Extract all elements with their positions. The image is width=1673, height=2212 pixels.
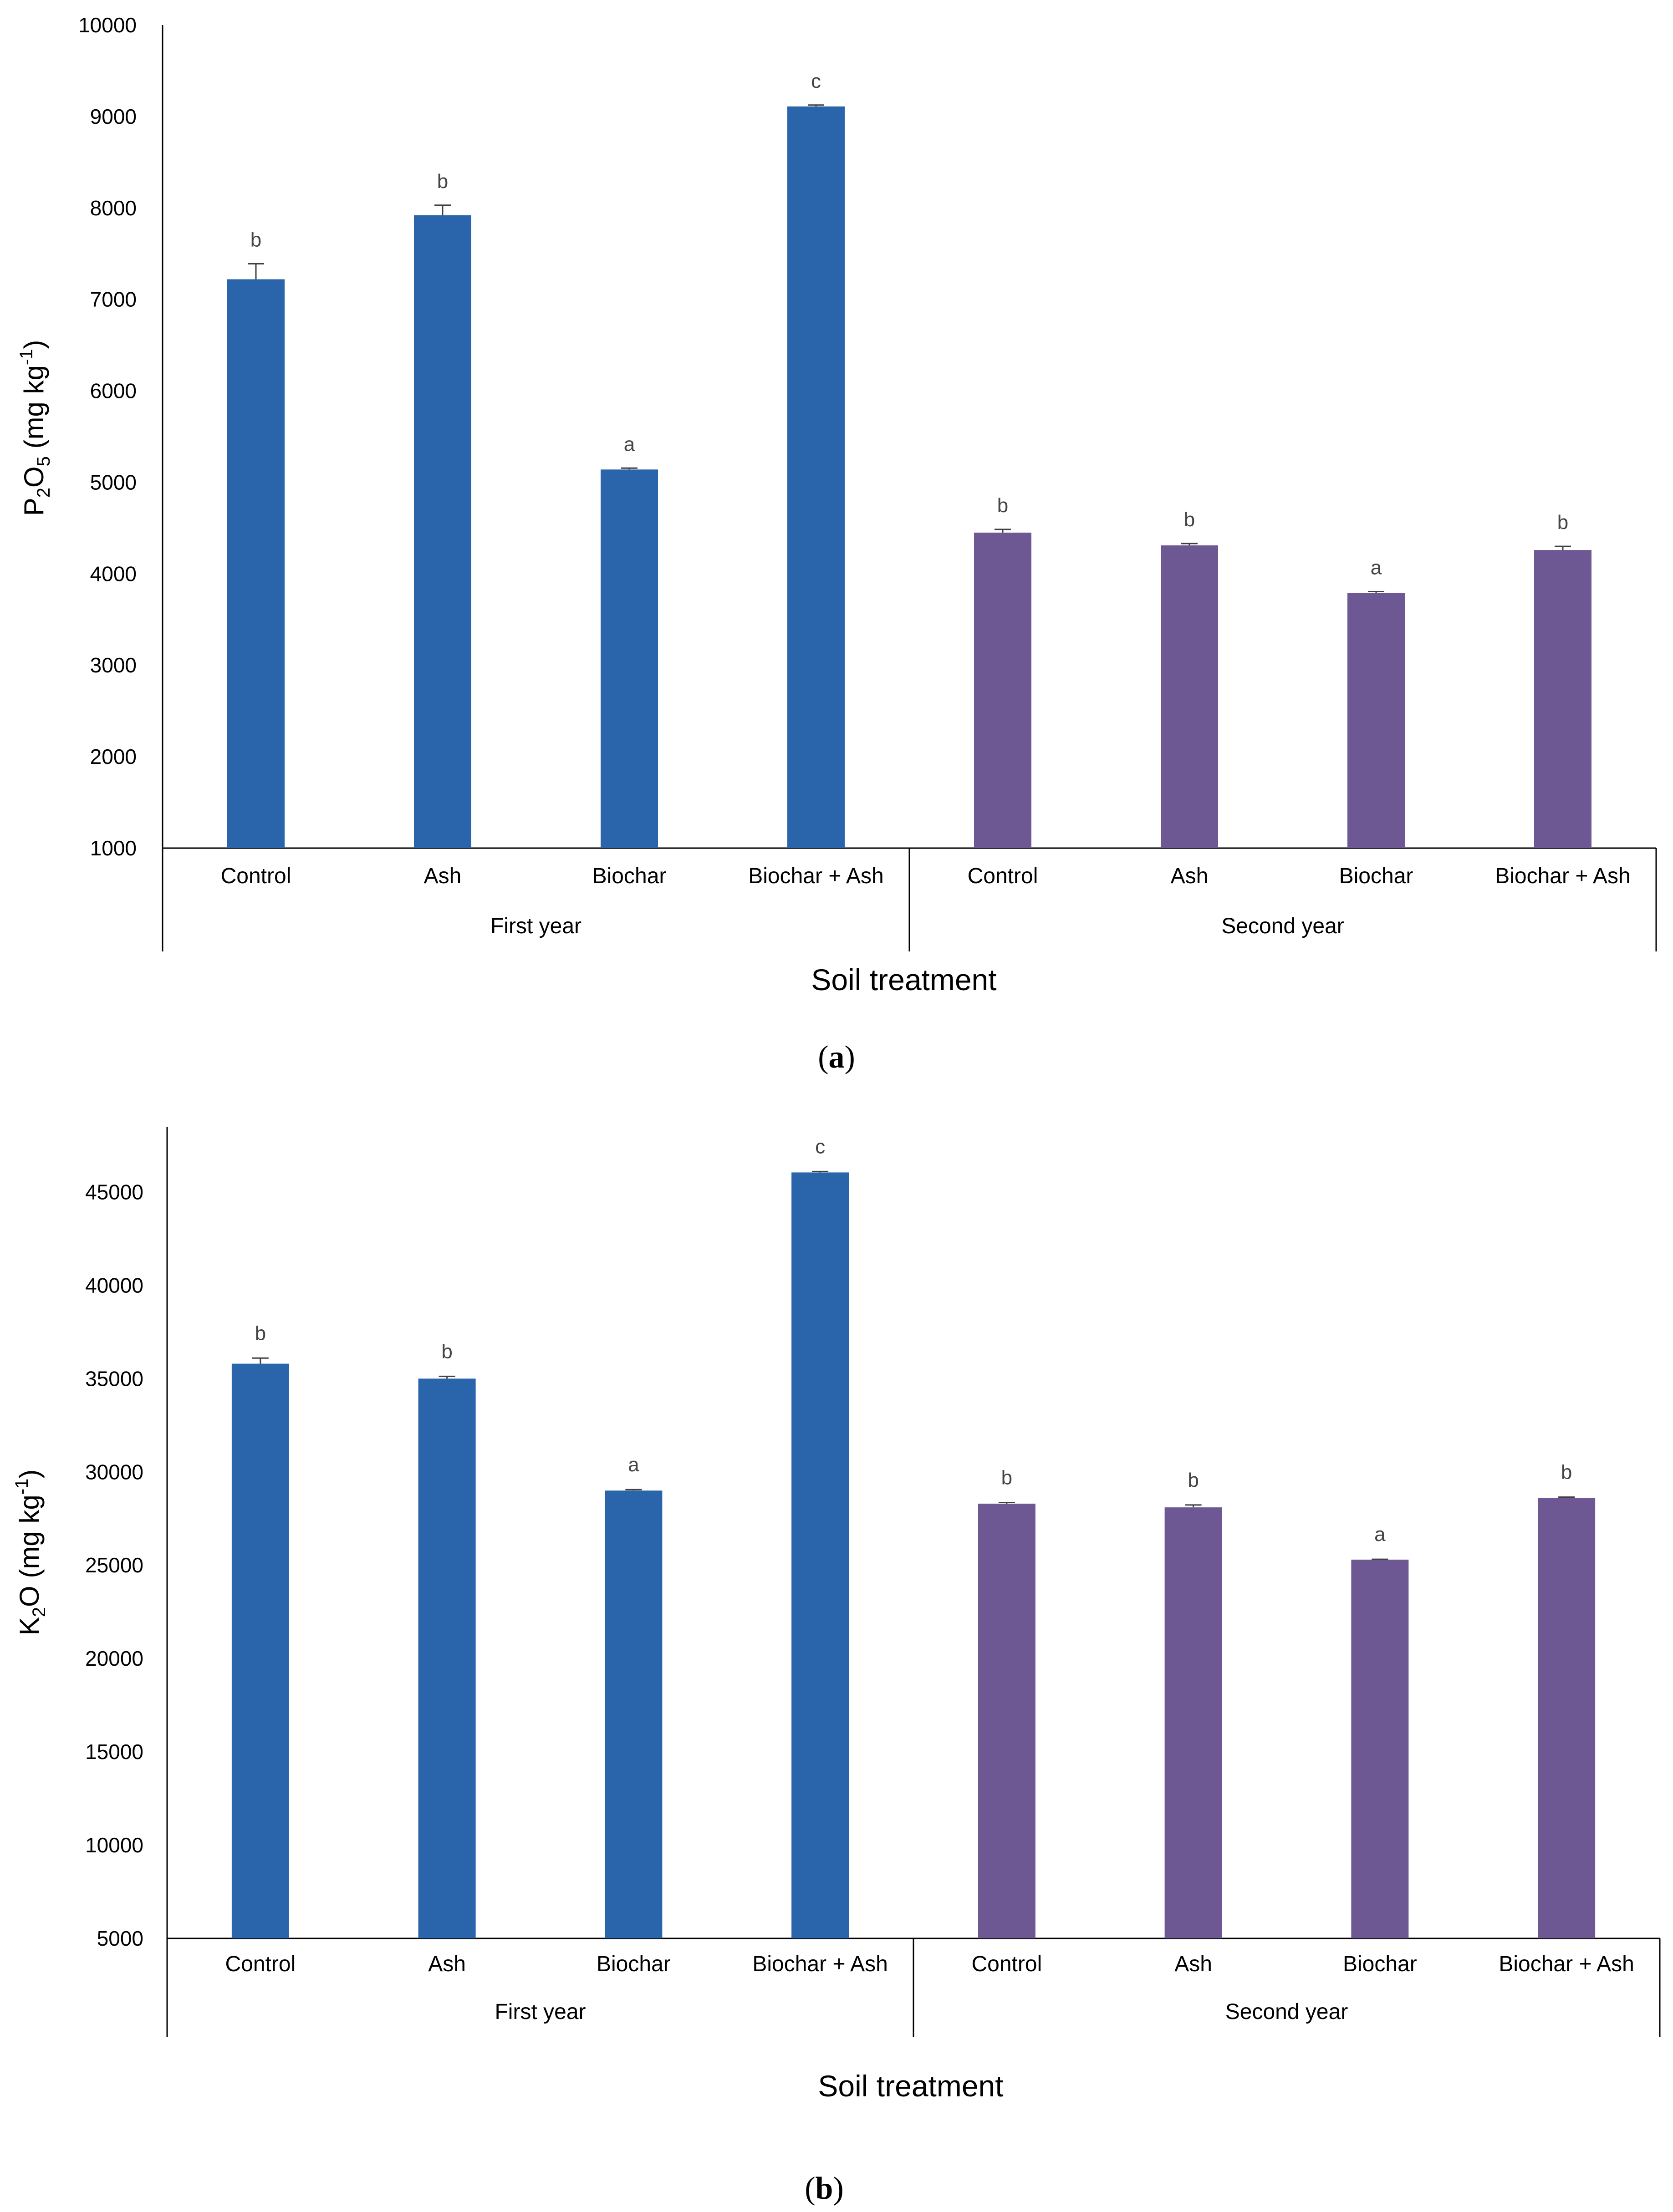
bar (227, 279, 285, 848)
bar (978, 1503, 1035, 1938)
bar (791, 1172, 849, 1938)
bar (418, 1378, 476, 1938)
significance-letter: b (1001, 1467, 1012, 1489)
y-tick-label: 1000 (90, 836, 137, 860)
significance-letter: b (1188, 1469, 1199, 1491)
significance-letter: b (1561, 1461, 1572, 1484)
significance-letter: b (1557, 511, 1568, 534)
x-group-label: First year (495, 2000, 586, 2024)
x-category-label: Control (972, 1952, 1042, 1976)
bar (1534, 550, 1591, 848)
x-category-label: Ash (1171, 864, 1209, 888)
significance-letter: a (1374, 1523, 1386, 1546)
bar (601, 469, 658, 848)
bar (1164, 1507, 1222, 1938)
bar (787, 106, 845, 848)
significance-letter: b (255, 1322, 266, 1344)
bar (1351, 1559, 1409, 1938)
svg-text:P2O5 (mg kg-1): P2O5 (mg kg-1) (16, 340, 54, 516)
significance-letter: a (624, 433, 635, 455)
x-axis-title: Soil treatment (818, 2069, 1003, 2103)
x-category-label: Biochar + Ash (1495, 864, 1631, 888)
x-axis-title: Soil treatment (811, 963, 996, 997)
x-category-label: Biochar (597, 1952, 671, 1976)
x-category-label: Control (221, 864, 291, 888)
y-tick-label: 20000 (85, 1647, 143, 1670)
y-tick-label: 2000 (90, 745, 137, 768)
x-category-label: Biochar + Ash (752, 1952, 888, 1976)
significance-letter: a (1371, 557, 1382, 579)
x-group-label: Second year (1221, 914, 1344, 938)
y-tick-label: 5000 (90, 470, 137, 494)
chart-panel-b: K2O (mg kg-1) 5000 10000 15000 20000 25000 30… (0, 1106, 1673, 2212)
y-tick-label: 15000 (85, 1740, 143, 1764)
x-category-label: Biochar + Ash (748, 864, 884, 888)
y-tick-label: 9000 (90, 105, 137, 128)
y-tick-label: 40000 (85, 1273, 143, 1297)
significance-letter: c (815, 1135, 825, 1158)
panel-caption-b: (b) (805, 2171, 844, 2206)
significance-letter: a (628, 1454, 639, 1476)
y-tick-label: 10000 (85, 1833, 143, 1857)
bar (231, 1363, 289, 1938)
y-tick-label: 30000 (85, 1460, 143, 1484)
y-tick-label: 5000 (97, 1927, 143, 1950)
panel-caption-a: (a) (818, 1040, 855, 1075)
plot-area: 1000 2000 3000 4000 5000 6000 7000 8000 9000 1000… (78, 13, 1657, 951)
significance-letter: b (997, 494, 1008, 517)
significance-letter: b (250, 229, 261, 251)
bar (605, 1490, 663, 1938)
significance-letter: b (437, 170, 448, 193)
plot-area: 5000 10000 15000 20000 25000 30000 35000 40000 4… (85, 1127, 1661, 2037)
x-group-label: First year (490, 914, 581, 938)
x-category-label: Control (968, 864, 1038, 888)
svg-text:K2O (mg kg-1): K2O (mg kg-1) (12, 1470, 49, 1636)
x-category-label: Biochar (1339, 864, 1413, 888)
bar (974, 532, 1031, 848)
significance-letter: c (811, 70, 821, 92)
y-tick-label: 3000 (90, 653, 137, 677)
x-category-label: Ash (428, 1952, 466, 1976)
x-category-label: Biochar (592, 864, 667, 888)
bar (1347, 593, 1405, 848)
bar (1161, 545, 1218, 848)
x-category-label: Control (225, 1952, 296, 1976)
x-group-label: Second year (1225, 2000, 1348, 2024)
y-axis-title: P2O5 (mg kg-1) (16, 340, 54, 516)
significance-letter: b (441, 1340, 452, 1363)
y-tick-label: 6000 (90, 379, 137, 403)
chart-panel-a: P2O5 (mg kg-1) 1000 2000 3000 4000 5000 6000 7… (0, 0, 1673, 1097)
x-category-label: Ash (424, 864, 462, 888)
significance-letter: b (1184, 509, 1195, 531)
x-category-label: Biochar (1343, 1952, 1417, 1976)
y-tick-label: 8000 (90, 196, 137, 220)
y-tick-label: 25000 (85, 1553, 143, 1577)
y-tick-label: 35000 (85, 1367, 143, 1390)
y-tick-label: 45000 (85, 1180, 143, 1204)
x-category-label: Ash (1174, 1952, 1212, 1976)
bar (414, 215, 471, 848)
bar (1538, 1498, 1596, 1938)
p2o5-bar-chart: P2O5 (mg kg-1) 1000 2000 3000 4000 5000 6000 7… (16, 13, 1657, 1075)
y-tick-label: 7000 (90, 288, 137, 311)
y-tick-label: 4000 (90, 562, 137, 585)
k2o-bar-chart: K2O (mg kg-1) 5000 10000 15000 20000 25000 30… (12, 1127, 1661, 2206)
x-category-label: Biochar + Ash (1499, 1952, 1634, 1976)
y-axis-title: K2O (mg kg-1) (12, 1470, 49, 1636)
y-tick-label: 10000 (78, 13, 137, 37)
